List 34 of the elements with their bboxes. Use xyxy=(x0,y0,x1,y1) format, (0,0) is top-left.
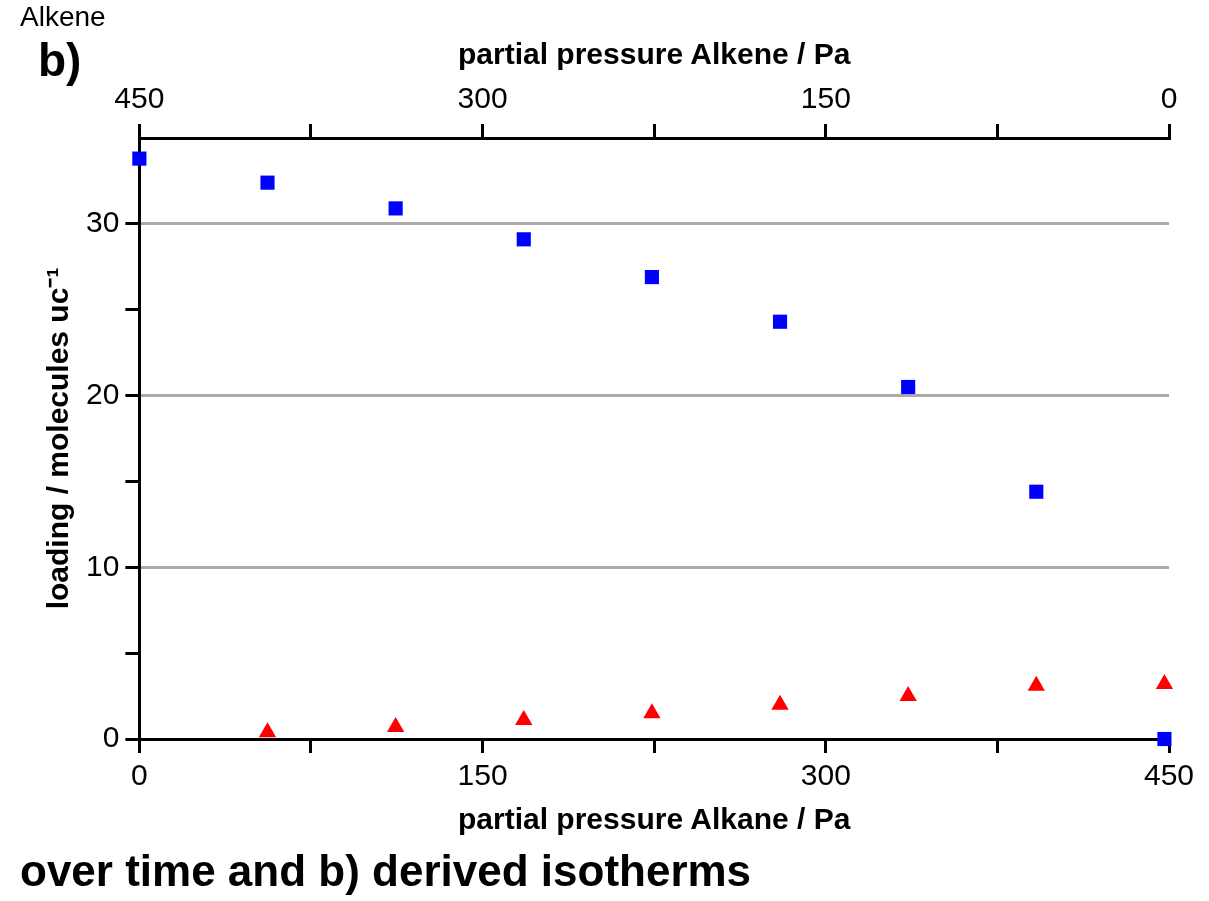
y-axis-title: loading / molecules uc⁻¹ xyxy=(41,267,75,610)
point xyxy=(1027,675,1045,691)
point xyxy=(899,686,917,702)
point xyxy=(132,151,147,166)
y-tick-label: 0 xyxy=(102,720,120,754)
x-tick-label: 450 xyxy=(1143,758,1195,792)
point xyxy=(1029,484,1044,499)
point xyxy=(260,175,275,190)
point xyxy=(901,379,916,395)
y-tick-label: 20 xyxy=(85,376,120,410)
point xyxy=(772,314,788,329)
text: over time and b) derived isotherms xyxy=(20,846,752,896)
text: Alkene xyxy=(20,0,106,32)
x2-tick-label: 300 xyxy=(457,81,508,115)
x-axis-title: partial pressure Alkane / Pa xyxy=(457,802,851,836)
x2-axis-title: partial pressure Alkene / Pa xyxy=(457,37,851,71)
y-tick-label: 30 xyxy=(85,205,120,239)
point xyxy=(388,201,403,216)
x-tick-label: 0 xyxy=(131,758,148,792)
y-tick-label: 10 xyxy=(85,548,120,582)
x2-tick-label: 150 xyxy=(800,81,851,115)
point xyxy=(258,722,277,738)
x-tick-label: 150 xyxy=(457,758,508,792)
point xyxy=(643,703,661,719)
point xyxy=(386,716,405,732)
x-tick-label: 300 xyxy=(800,758,851,792)
point xyxy=(516,232,531,247)
text: b) xyxy=(38,33,82,86)
x2-tick-label: 450 xyxy=(114,81,165,115)
point xyxy=(515,710,533,726)
point xyxy=(771,694,789,710)
x2-tick-label: 0 xyxy=(1160,81,1178,115)
point xyxy=(644,270,659,285)
point xyxy=(1155,674,1174,690)
